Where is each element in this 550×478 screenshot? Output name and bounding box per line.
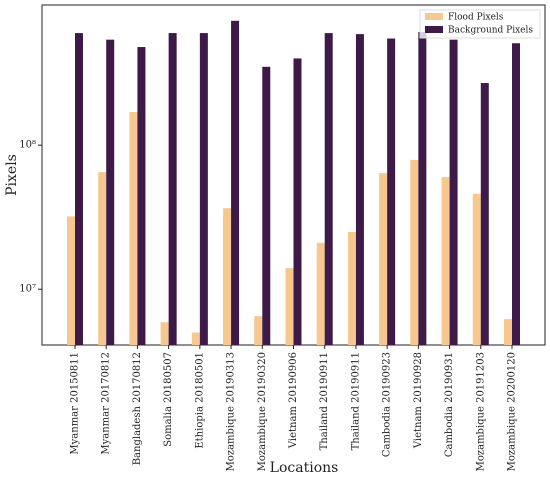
bar xyxy=(387,38,396,345)
x-tick-label: Vietnam 20190906 xyxy=(288,352,299,449)
x-tick-label: Cambodia 20190923 xyxy=(382,352,393,457)
legend-text: Background Pixels xyxy=(448,26,533,36)
y-tick-label: 10⁸ xyxy=(19,140,36,151)
bar xyxy=(262,66,271,346)
x-tick-label: Mozambique 20200120 xyxy=(507,352,518,471)
x-tick-label: Myanmar 20150811 xyxy=(70,352,81,455)
x-tick-label: Mozambique 20190320 xyxy=(257,352,268,471)
x-tick-label: Myanmar 20170812 xyxy=(101,352,112,455)
bar xyxy=(410,159,419,345)
bar xyxy=(316,242,325,345)
bar xyxy=(441,177,450,345)
bar xyxy=(504,319,512,345)
bar xyxy=(355,34,364,346)
bar xyxy=(67,216,75,345)
x-tick-label: Thailand 20190911 xyxy=(350,352,361,450)
bar xyxy=(129,111,138,345)
bar xyxy=(160,322,169,345)
bar xyxy=(98,172,107,345)
bar xyxy=(293,58,302,345)
bar xyxy=(223,208,232,345)
bar xyxy=(472,193,481,345)
legend-box xyxy=(419,9,541,39)
bar xyxy=(231,20,240,346)
y-axis-label: Pixels xyxy=(4,154,20,196)
y-tick-label: 10⁷ xyxy=(19,284,36,295)
x-tick-label: Cambodia 20190931 xyxy=(444,352,455,457)
bar xyxy=(191,332,200,345)
legend-swatch xyxy=(425,13,443,20)
bar xyxy=(347,231,356,345)
bar xyxy=(75,33,83,345)
bar xyxy=(137,47,146,345)
legend-text: Flood Pixels xyxy=(448,13,504,23)
x-tick-label: Thailand 20190911 xyxy=(319,352,330,450)
x-axis-label: Locations xyxy=(270,460,339,476)
x-tick-label: Ethiopia 20180501 xyxy=(194,352,205,449)
x-tick-label: Somalia 20180507 xyxy=(163,352,174,447)
bar xyxy=(418,32,427,346)
bar xyxy=(449,39,458,346)
x-tick-label: Vietnam 20190928 xyxy=(413,352,424,449)
legend-swatch xyxy=(425,26,443,33)
bar xyxy=(254,316,263,345)
bar xyxy=(199,33,208,345)
bar xyxy=(512,43,520,345)
bar xyxy=(379,173,388,345)
bar xyxy=(168,33,177,345)
bar xyxy=(285,268,294,345)
x-tick-label: Mozambique 20191203 xyxy=(475,352,486,471)
x-tick-label: Mozambique 20190313 xyxy=(226,352,237,471)
x-tick-label: Bangladesh 20170812 xyxy=(132,352,143,465)
bar xyxy=(324,33,333,345)
bar xyxy=(480,83,489,346)
bar xyxy=(106,39,115,346)
